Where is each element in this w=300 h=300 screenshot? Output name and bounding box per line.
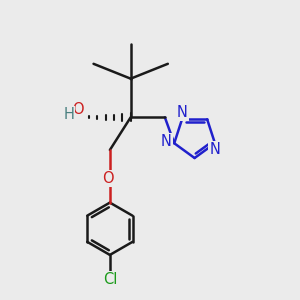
Text: H: H — [63, 107, 74, 122]
Text: O: O — [72, 102, 84, 117]
Text: N: N — [160, 134, 171, 149]
Text: Cl: Cl — [103, 272, 117, 287]
Text: N: N — [209, 142, 220, 157]
Text: N: N — [177, 105, 188, 120]
Text: O: O — [102, 171, 113, 186]
